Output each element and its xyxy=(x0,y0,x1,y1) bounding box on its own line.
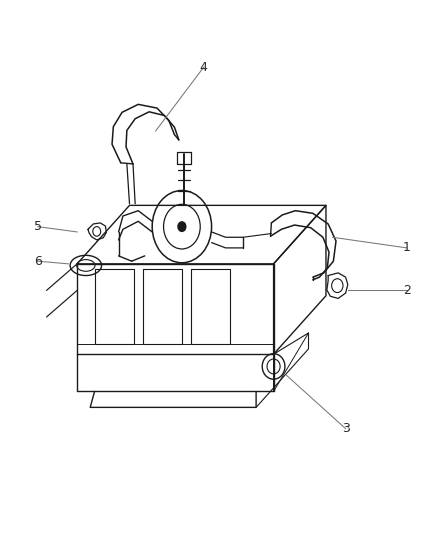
Text: 4: 4 xyxy=(200,61,208,74)
Circle shape xyxy=(178,222,186,231)
Text: 1: 1 xyxy=(403,241,411,254)
Text: 3: 3 xyxy=(342,422,350,435)
Text: 6: 6 xyxy=(34,255,42,268)
Text: 5: 5 xyxy=(34,220,42,233)
Text: 2: 2 xyxy=(403,284,411,297)
